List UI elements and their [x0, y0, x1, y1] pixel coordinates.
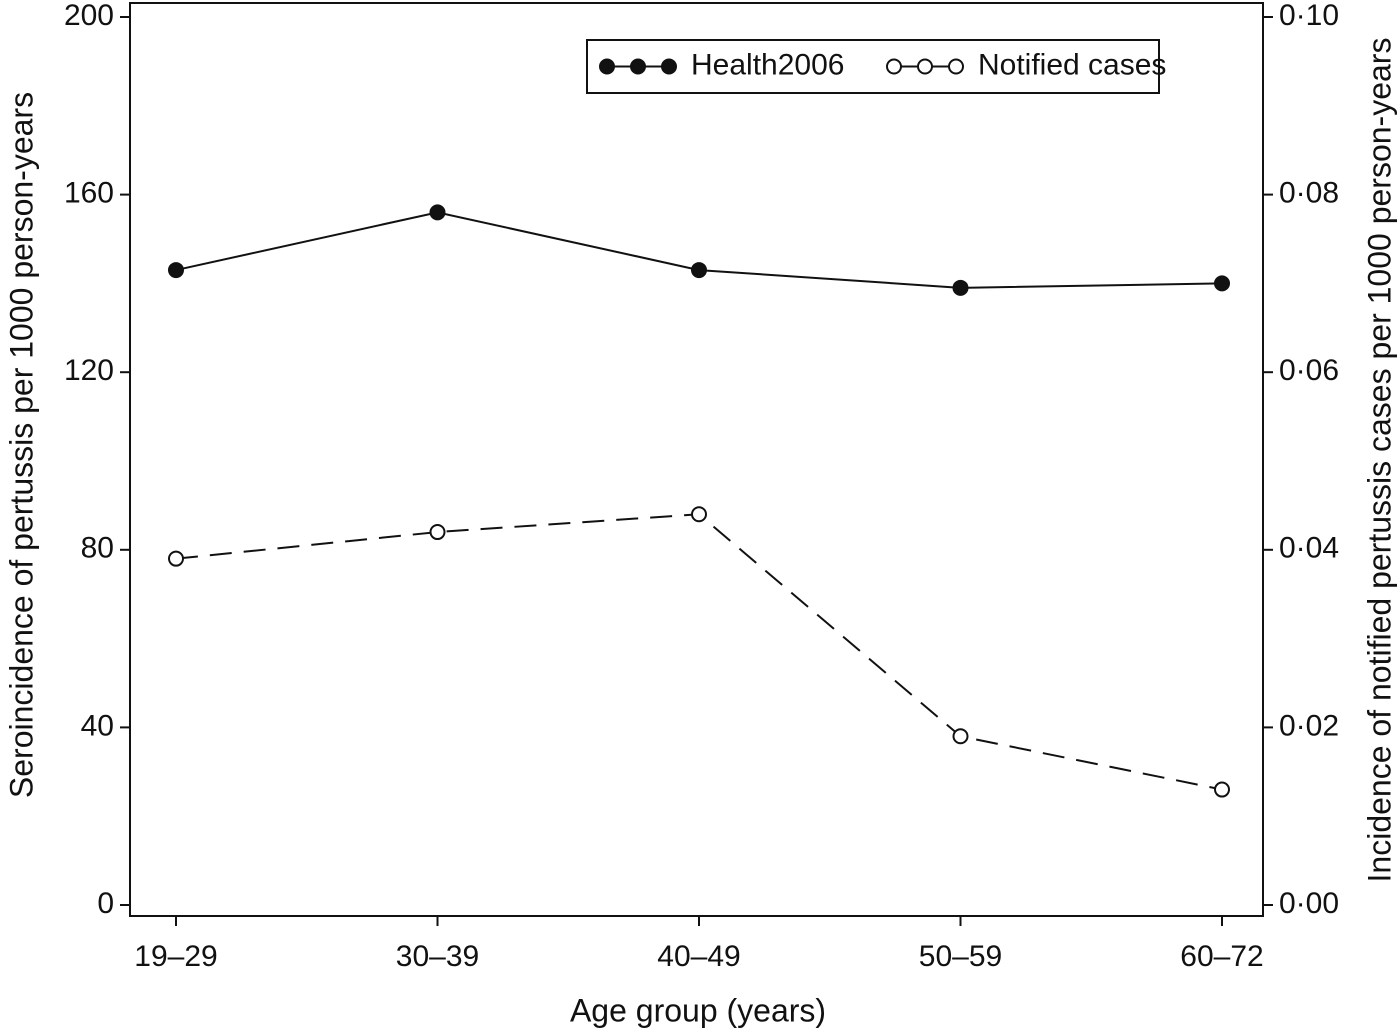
y-tick-label: 40 [81, 709, 114, 742]
legend-marker [599, 58, 615, 75]
y2-tick-label: 0·10 [1279, 0, 1339, 32]
data-point [1214, 781, 1230, 798]
data-point [429, 204, 446, 221]
data-point [691, 262, 707, 279]
x-axis-label: Age group (years) [570, 992, 826, 1028]
data-point [1214, 275, 1230, 292]
y-tick-label: 0 [97, 887, 114, 920]
y2-tick-label: 0·02 [1279, 709, 1339, 742]
legend-marker [886, 58, 902, 75]
legend-label: Notified cases [978, 48, 1166, 81]
x-tick-label: 60–72 [1180, 940, 1263, 973]
legend-marker [948, 58, 964, 75]
series-line [175, 513, 1223, 791]
legend-marker [917, 58, 933, 75]
data-point [952, 728, 969, 745]
legend-marker [661, 58, 677, 75]
legend-label: Health2006 [691, 48, 844, 81]
y2-tick-label: 0·08 [1279, 177, 1339, 210]
x-tick-label: 19–29 [134, 940, 217, 973]
data-point [168, 550, 184, 567]
x-tick-label: 40–49 [657, 940, 740, 973]
legend-marker [630, 58, 646, 75]
y-axis-label: Seroincidence of pertussis per 1000 pers… [3, 92, 39, 798]
data-point [952, 279, 969, 296]
x-tick-label: 50–59 [919, 940, 1002, 973]
y-tick-label: 120 [64, 354, 114, 387]
plot-frame [129, 2, 1264, 917]
data-point [429, 524, 446, 541]
y2-tick-label: 0·00 [1279, 887, 1339, 920]
y2-axis-label: Incidence of notified pertussis cases pe… [1361, 38, 1397, 883]
legend-box [586, 39, 1160, 94]
data-point [168, 262, 184, 279]
x-tick-label: 30–39 [396, 940, 479, 973]
y-tick-label: 80 [81, 532, 114, 565]
y-tick-label: 200 [64, 0, 114, 32]
y2-tick-label: 0·06 [1279, 354, 1339, 387]
y-tick-label: 160 [64, 177, 114, 210]
data-point [691, 506, 707, 523]
y2-tick-label: 0·04 [1279, 532, 1339, 565]
